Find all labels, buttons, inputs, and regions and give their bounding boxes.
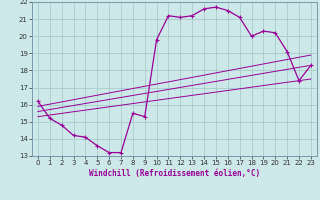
X-axis label: Windchill (Refroidissement éolien,°C): Windchill (Refroidissement éolien,°C): [89, 169, 260, 178]
